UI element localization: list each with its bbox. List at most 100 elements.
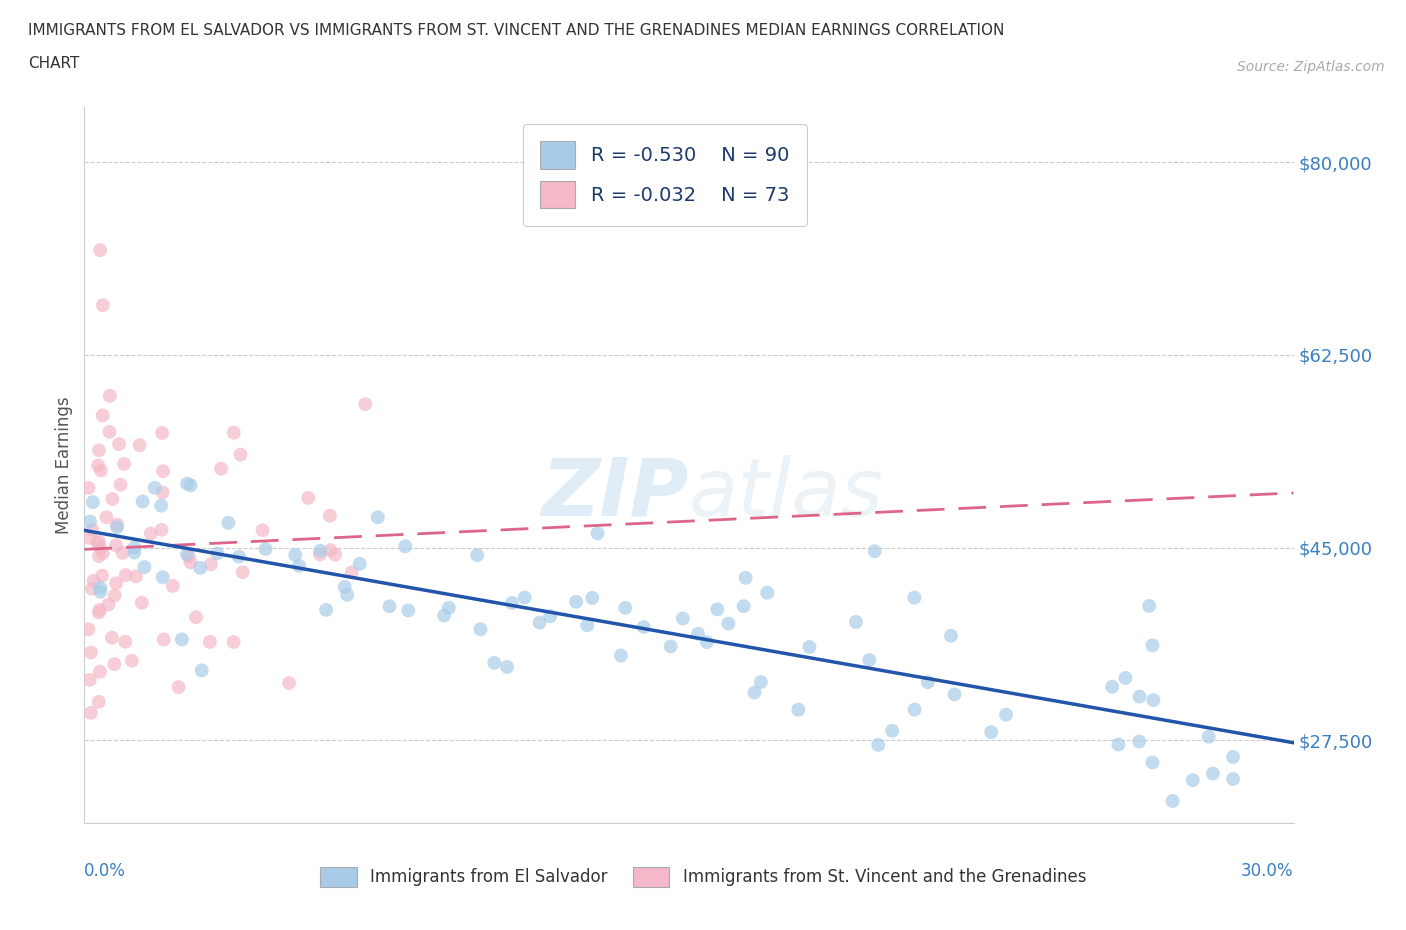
- Point: [484, 656, 506, 671]
- Point: [229, 447, 252, 462]
- Point: [79, 530, 101, 545]
- Point: [103, 657, 125, 671]
- Point: [749, 674, 772, 689]
- Point: [128, 438, 150, 453]
- Point: [980, 724, 1002, 739]
- Point: [309, 543, 332, 558]
- Point: [496, 659, 519, 674]
- Point: [1128, 734, 1150, 749]
- Point: [89, 580, 111, 595]
- Point: [787, 702, 810, 717]
- Point: [1107, 737, 1129, 752]
- Point: [1142, 693, 1164, 708]
- Point: [1202, 766, 1225, 781]
- Y-axis label: Median Earnings: Median Earnings: [55, 396, 73, 534]
- Point: [288, 558, 311, 573]
- Point: [222, 425, 245, 440]
- Point: [336, 588, 359, 603]
- Point: [222, 634, 245, 649]
- Point: [995, 708, 1018, 723]
- Point: [198, 634, 221, 649]
- Point: [167, 680, 190, 695]
- Point: [150, 498, 173, 513]
- Point: [77, 622, 100, 637]
- Point: [177, 550, 200, 565]
- Point: [284, 548, 307, 563]
- Point: [83, 573, 105, 588]
- Point: [943, 687, 966, 702]
- Point: [863, 544, 886, 559]
- Point: [105, 520, 128, 535]
- Point: [378, 599, 401, 614]
- Point: [799, 640, 821, 655]
- Point: [86, 535, 108, 550]
- Point: [87, 605, 110, 620]
- Point: [1137, 599, 1160, 614]
- Point: [538, 609, 561, 624]
- Point: [672, 611, 695, 626]
- Point: [319, 543, 342, 558]
- Point: [150, 523, 173, 538]
- Point: [121, 653, 143, 668]
- Point: [98, 389, 121, 404]
- Point: [111, 546, 134, 561]
- Point: [104, 588, 127, 603]
- Point: [101, 492, 124, 507]
- Text: CHART: CHART: [28, 56, 80, 71]
- Point: [89, 603, 111, 618]
- Point: [82, 523, 104, 538]
- Point: [188, 561, 211, 576]
- Point: [232, 565, 254, 579]
- Point: [217, 515, 239, 530]
- Point: [89, 540, 111, 555]
- Point: [125, 569, 148, 584]
- Point: [87, 443, 110, 458]
- Point: [1181, 773, 1204, 788]
- Text: 0.0%: 0.0%: [84, 861, 127, 880]
- Text: Source: ZipAtlas.com: Source: ZipAtlas.com: [1237, 60, 1385, 74]
- Point: [465, 548, 488, 563]
- Point: [614, 601, 637, 616]
- Point: [576, 618, 599, 632]
- Point: [104, 538, 127, 552]
- Point: [513, 590, 536, 604]
- Point: [90, 463, 112, 478]
- Point: [868, 737, 890, 752]
- Point: [581, 591, 603, 605]
- Point: [319, 509, 342, 524]
- Point: [150, 426, 173, 441]
- Point: [139, 526, 162, 541]
- Point: [79, 514, 101, 529]
- Point: [105, 517, 128, 532]
- Text: 30.0%: 30.0%: [1241, 861, 1294, 880]
- Point: [124, 540, 146, 555]
- Point: [80, 645, 103, 660]
- Point: [134, 560, 156, 575]
- Point: [80, 706, 103, 721]
- Text: IMMIGRANTS FROM EL SALVADOR VS IMMIGRANTS FROM ST. VINCENT AND THE GRENADINES ME: IMMIGRANTS FROM EL SALVADOR VS IMMIGRANT…: [28, 23, 1004, 38]
- Point: [114, 567, 136, 582]
- Point: [184, 610, 207, 625]
- Point: [1128, 689, 1150, 704]
- Point: [252, 523, 274, 538]
- Point: [200, 557, 222, 572]
- Point: [80, 581, 103, 596]
- Point: [89, 584, 111, 599]
- Point: [97, 597, 120, 612]
- Point: [501, 595, 523, 610]
- Point: [756, 585, 779, 600]
- Point: [696, 634, 718, 649]
- Point: [87, 458, 110, 472]
- Point: [1222, 772, 1244, 787]
- Point: [734, 570, 756, 585]
- Point: [131, 494, 153, 509]
- Point: [162, 578, 184, 593]
- Point: [1222, 750, 1244, 764]
- Point: [228, 550, 250, 565]
- Point: [845, 615, 868, 630]
- Point: [1101, 679, 1123, 694]
- Point: [354, 396, 377, 411]
- Point: [114, 634, 136, 649]
- Point: [686, 626, 709, 641]
- Point: [205, 546, 228, 561]
